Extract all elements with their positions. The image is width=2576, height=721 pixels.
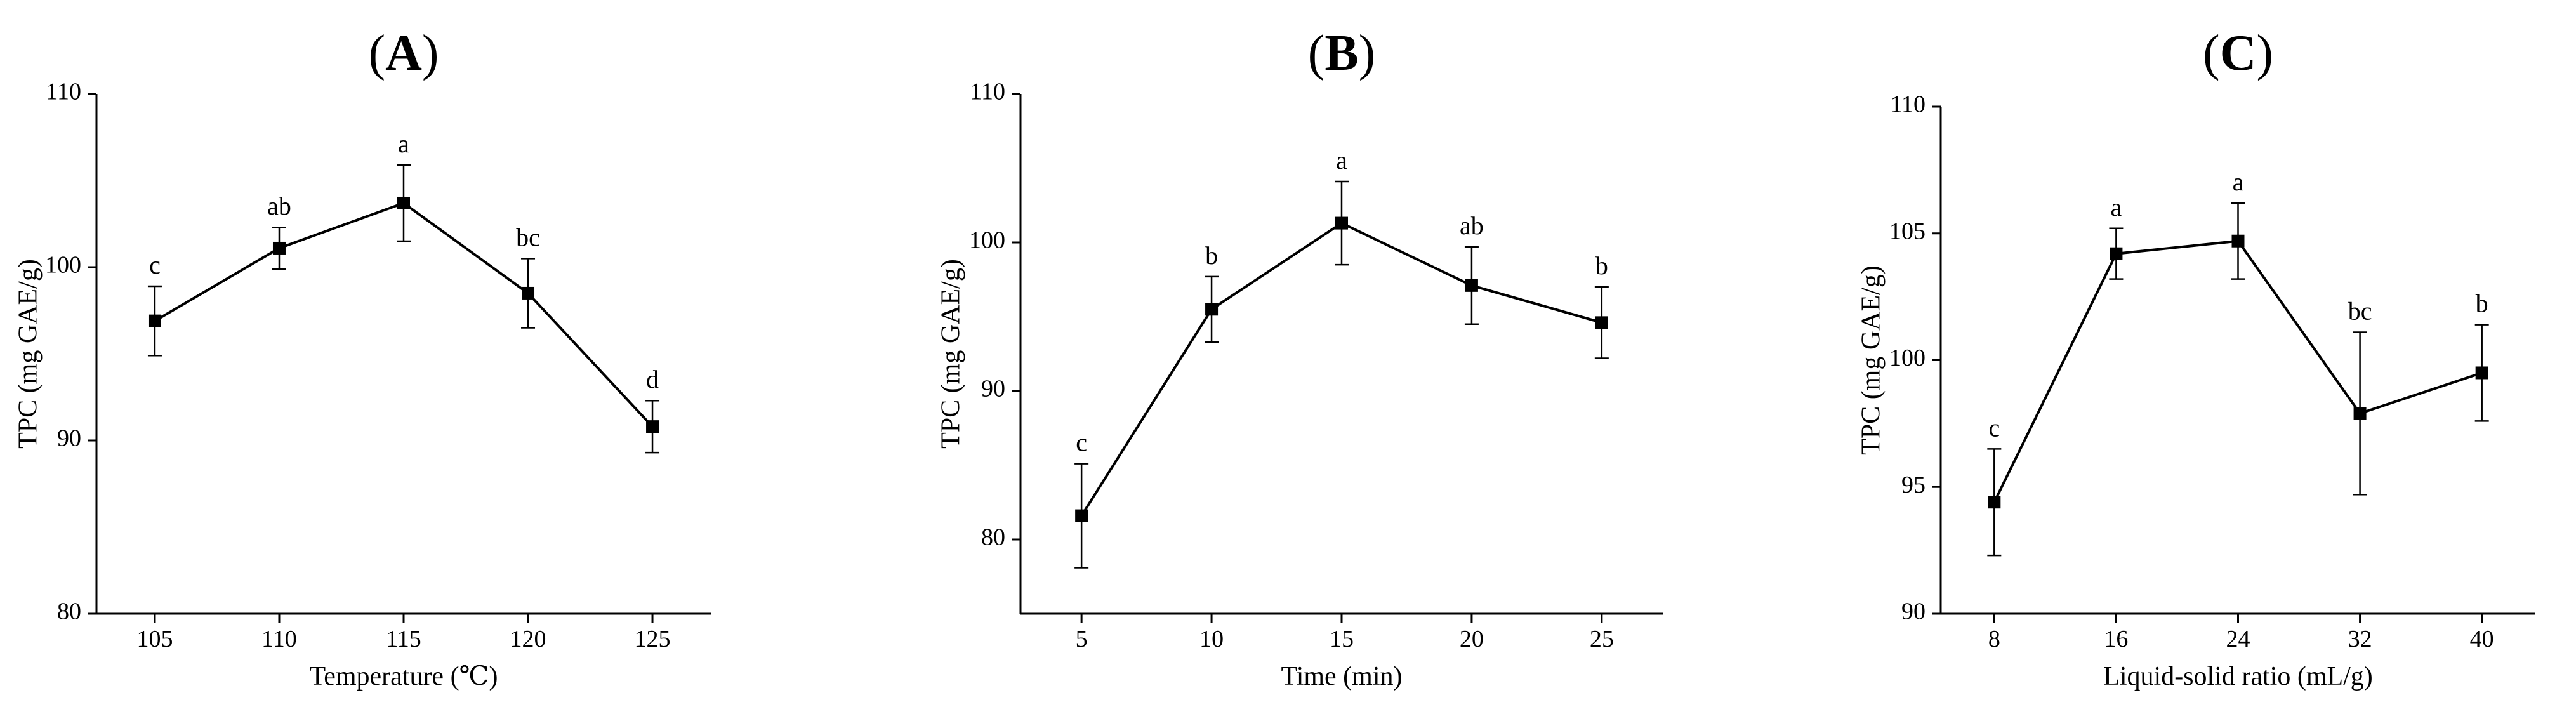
significance-label: b [1205, 241, 1218, 270]
data-point [2110, 247, 2123, 260]
x-axis-title: Liquid-solid ratio (mL/g) [2103, 662, 2373, 691]
y-tick-label: 95 [1901, 472, 1925, 498]
significance-label: b [2476, 289, 2488, 318]
y-tick-label: 90 [981, 376, 1005, 402]
significance-label: bc [2348, 297, 2372, 326]
y-tick-label: 100 [1889, 345, 1925, 371]
panel-c: (C) 90 95 100 105 110 8 16 24 32 40 Liquid-solid ra… [1857, 25, 2535, 691]
y-tick-label: 100 [969, 227, 1005, 254]
y-tick-label: 90 [57, 425, 81, 452]
x-tick-label: 5 [1076, 626, 1088, 652]
data-point [2475, 366, 2488, 380]
data-point [1988, 496, 2001, 509]
panel-label-letter: B [1324, 25, 1358, 81]
data-point [1075, 509, 1088, 522]
data-point [1205, 303, 1219, 316]
data-point [1335, 216, 1348, 230]
y-tick-label: 90 [1901, 599, 1925, 625]
panel-a: (A) 80 90 100 110 105 110 115 120 125 Temperature … [14, 25, 711, 691]
y-axis-title: TPC (mg GAE/g) [937, 259, 966, 449]
panel-label: (B) [1308, 25, 1376, 81]
x-tick-label: 10 [1199, 626, 1224, 652]
x-tick-label: 120 [510, 626, 546, 652]
x-tick-label: 20 [1460, 626, 1484, 652]
panel-label-close: ) [2256, 25, 2273, 81]
x-tick-label: 110 [261, 626, 297, 652]
x-axis-title: Time (min) [1281, 662, 1403, 691]
significance-label: bc [516, 223, 540, 251]
x-tick-label: 125 [635, 626, 671, 652]
significance-label: ab [267, 192, 291, 220]
y-axis-title: TPC (mg GAE/g) [1857, 265, 1886, 455]
y-tick-label: 100 [45, 252, 81, 279]
significance-label: a [2233, 168, 2244, 196]
x-tick-label: 105 [136, 626, 173, 652]
y-tick-label: 80 [57, 599, 81, 625]
x-tick-label: 32 [2348, 626, 2372, 652]
significance-label: ab [1460, 211, 1484, 240]
significance-label: b [1595, 251, 1608, 280]
panel-label: (A) [368, 25, 439, 81]
data-point [397, 196, 410, 209]
significance-label: a [1336, 146, 1347, 175]
x-tick-label: 24 [2226, 626, 2250, 652]
panel-label-close: ) [422, 25, 439, 81]
series-line [1080, 222, 1602, 517]
panel-label-close: ) [1359, 25, 1376, 81]
data-point [148, 314, 161, 327]
panel-b: (B) 80 90 100 110 5 10 15 20 25 Time (min) TPC (mg … [937, 25, 1663, 691]
data-point [2231, 234, 2245, 248]
panel-label-open: ( [1308, 25, 1325, 81]
panel-label-open: ( [368, 25, 385, 81]
y-tick-label: 110 [970, 79, 1005, 105]
panel-label-open: ( [2203, 25, 2220, 81]
x-tick-label: 15 [1330, 626, 1354, 652]
data-point [522, 286, 535, 300]
data-point [272, 241, 286, 255]
significance-label: a [2111, 193, 2122, 222]
data-point [1595, 316, 1608, 329]
y-axis-title: TPC (mg GAE/g) [14, 259, 43, 449]
data-point [1465, 279, 1478, 292]
x-axis-title: Temperature (℃) [309, 662, 498, 691]
significance-label: d [646, 365, 659, 394]
panel-label: (C) [2203, 25, 2273, 81]
y-tick-label: 80 [981, 524, 1005, 551]
y-tick-label: 105 [1889, 218, 1925, 244]
x-tick-label: 25 [1590, 626, 1614, 652]
data-point [646, 420, 659, 433]
y-tick-label: 110 [1890, 91, 1925, 118]
significance-label: c [1988, 413, 2000, 442]
significance-label: c [1076, 428, 1087, 457]
significance-label: c [149, 251, 161, 279]
data-point [2353, 407, 2367, 420]
x-tick-label: 115 [386, 626, 421, 652]
y-tick-label: 110 [46, 79, 81, 105]
significance-label: a [398, 129, 409, 158]
panel-label-letter: C [2220, 25, 2257, 81]
panel-label-letter: A [385, 25, 422, 81]
x-tick-label: 16 [2104, 626, 2128, 652]
series-line [1993, 239, 2483, 503]
x-tick-label: 40 [2470, 626, 2494, 652]
x-tick-label: 8 [1988, 626, 2000, 652]
